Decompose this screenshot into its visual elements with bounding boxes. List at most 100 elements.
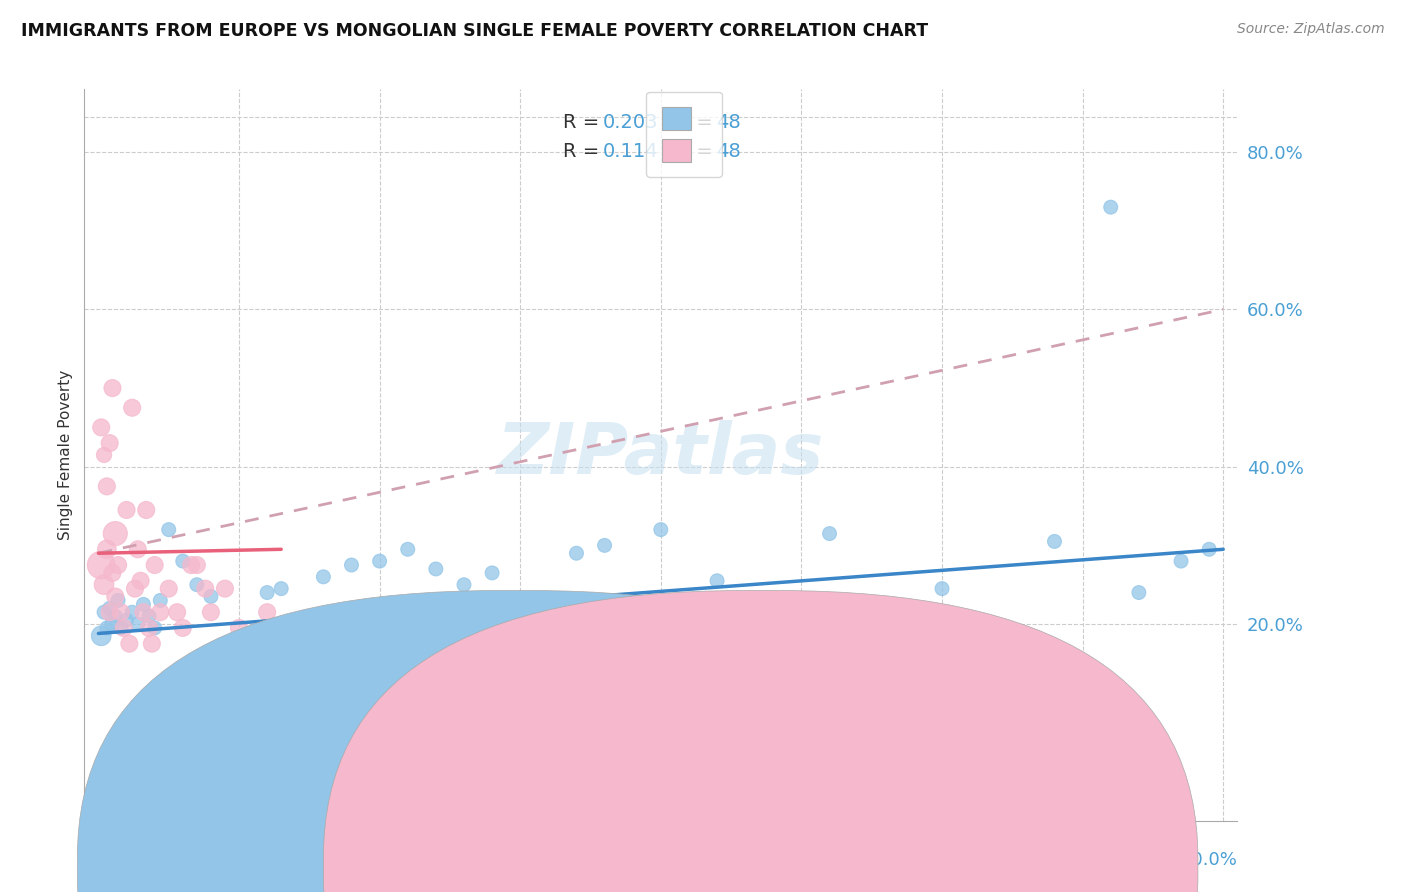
Point xyxy=(124,582,146,596)
Point xyxy=(242,637,264,651)
Point xyxy=(127,617,149,632)
Point xyxy=(93,605,115,619)
Point xyxy=(987,699,1010,714)
Point xyxy=(101,566,124,580)
Point xyxy=(110,605,132,619)
Point xyxy=(115,503,138,517)
Point xyxy=(298,684,321,698)
Point xyxy=(354,684,377,698)
Text: 0.203: 0.203 xyxy=(603,112,658,132)
Point xyxy=(312,621,335,635)
Point xyxy=(1043,534,1066,549)
Point xyxy=(127,542,149,557)
Point xyxy=(481,566,503,580)
Point xyxy=(172,621,194,635)
Point xyxy=(818,526,841,541)
Point xyxy=(326,637,349,651)
Point xyxy=(270,582,292,596)
Point xyxy=(180,558,202,572)
Point xyxy=(149,605,172,619)
Point xyxy=(509,652,531,666)
Point xyxy=(96,621,118,635)
Point xyxy=(340,660,363,674)
Point xyxy=(1198,542,1220,557)
Legend: , : , xyxy=(645,92,721,178)
Point xyxy=(104,609,127,624)
Text: ZIPatlas: ZIPatlas xyxy=(498,420,824,490)
Point xyxy=(1099,200,1122,214)
Point xyxy=(706,574,728,588)
Text: N =: N = xyxy=(664,112,718,132)
Point xyxy=(593,538,616,552)
Point xyxy=(242,644,264,658)
Point xyxy=(396,707,419,722)
Point xyxy=(194,582,217,596)
Point xyxy=(121,401,143,415)
Point xyxy=(112,621,135,635)
Point xyxy=(284,637,307,651)
Point xyxy=(104,526,127,541)
Point xyxy=(132,598,155,612)
Point xyxy=(1128,585,1150,599)
Point xyxy=(166,605,188,619)
Point xyxy=(157,523,180,537)
Point xyxy=(340,558,363,572)
Point xyxy=(143,621,166,635)
Point xyxy=(200,590,222,604)
Point xyxy=(96,542,118,557)
Text: R =: R = xyxy=(562,142,612,161)
Text: 40.0%: 40.0% xyxy=(1181,851,1237,869)
Point xyxy=(368,554,391,568)
Point xyxy=(90,420,112,434)
Point xyxy=(141,637,163,651)
Point xyxy=(186,577,208,591)
Point xyxy=(93,577,115,591)
Point xyxy=(121,605,143,619)
Point xyxy=(650,523,672,537)
Text: 48: 48 xyxy=(716,112,741,132)
Point xyxy=(214,582,236,596)
Point xyxy=(256,605,278,619)
Text: Mongolians: Mongolians xyxy=(783,861,870,875)
Point xyxy=(90,629,112,643)
Text: 48: 48 xyxy=(716,142,741,161)
Point xyxy=(107,593,129,607)
Point xyxy=(200,605,222,619)
Point xyxy=(157,582,180,596)
Point xyxy=(98,605,121,619)
Point xyxy=(565,546,588,560)
Point xyxy=(1170,554,1192,568)
Point xyxy=(453,577,475,591)
Point xyxy=(537,696,560,710)
Point xyxy=(138,621,160,635)
Point xyxy=(284,644,307,658)
Point xyxy=(256,585,278,599)
Point xyxy=(96,479,118,493)
Point xyxy=(98,601,121,615)
Point xyxy=(101,381,124,395)
Point xyxy=(135,503,157,517)
Point xyxy=(270,660,292,674)
Point xyxy=(214,648,236,663)
Point xyxy=(875,640,897,655)
Point xyxy=(228,637,250,651)
Point xyxy=(186,558,208,572)
Point xyxy=(132,605,155,619)
Text: Immigrants from Europe: Immigrants from Europe xyxy=(537,861,724,875)
Point xyxy=(110,621,132,635)
Text: 0.114: 0.114 xyxy=(603,142,659,161)
Point xyxy=(118,637,141,651)
Text: 0.0%: 0.0% xyxy=(84,851,129,869)
Text: IMMIGRANTS FROM EUROPE VS MONGOLIAN SINGLE FEMALE POVERTY CORRELATION CHART: IMMIGRANTS FROM EUROPE VS MONGOLIAN SING… xyxy=(21,22,928,40)
Point xyxy=(762,711,785,725)
Point xyxy=(98,436,121,450)
Point xyxy=(396,542,419,557)
Point xyxy=(143,558,166,572)
Point xyxy=(368,699,391,714)
Point xyxy=(312,570,335,584)
Point xyxy=(228,621,250,635)
Point xyxy=(138,609,160,624)
Text: Source: ZipAtlas.com: Source: ZipAtlas.com xyxy=(1237,22,1385,37)
Point xyxy=(107,558,129,572)
Point xyxy=(129,574,152,588)
